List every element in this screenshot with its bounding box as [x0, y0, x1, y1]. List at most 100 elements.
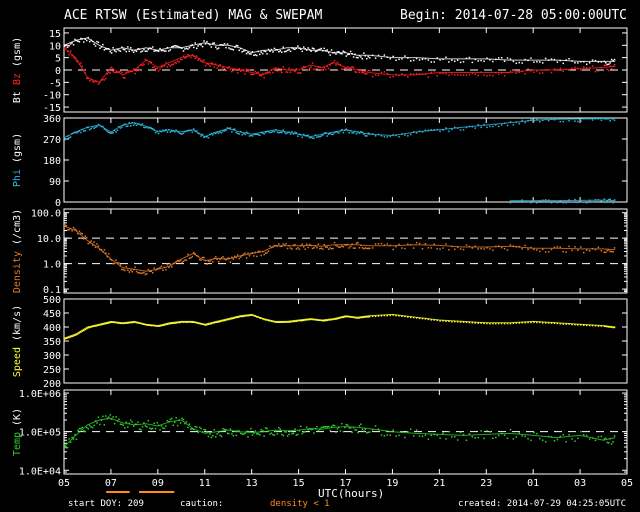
xtick-label: 07: [105, 478, 117, 489]
series-line-bt: [63, 37, 616, 62]
data-point-temp: [209, 433, 211, 435]
data-point-density: [301, 243, 304, 245]
data-point-speed: [588, 324, 591, 327]
data-point-bt: [533, 61, 535, 63]
data-point-temp: [244, 432, 246, 435]
data-point-density: [144, 273, 147, 276]
data-point-speed: [87, 327, 89, 329]
data-point-bt: [77, 40, 79, 43]
data-point-bt: [341, 53, 343, 55]
data-point-bz: [518, 71, 521, 74]
data-point-bt: [226, 43, 229, 45]
data-point-bt: [122, 48, 125, 51]
data-point-density: [477, 248, 479, 250]
data-point-bt: [85, 39, 88, 42]
data-point-speed: [74, 334, 76, 337]
data-point-temp: [220, 435, 223, 438]
data-point-temp: [301, 432, 304, 435]
data-point-speed: [222, 319, 224, 322]
data-point-bz: [257, 71, 260, 74]
data-point-temp: [541, 439, 544, 442]
data-point-speed: [238, 316, 240, 318]
data-point-phi: [500, 124, 503, 126]
data-point-density: [116, 261, 119, 264]
data-point-bz: [536, 70, 538, 72]
ytick-label-speed: 250: [43, 365, 61, 376]
data-point-speed: [245, 314, 248, 317]
data-point-bt: [536, 60, 538, 63]
data-point-density: [407, 243, 409, 246]
data-point-bz: [124, 77, 126, 79]
data-point-phi: [102, 125, 104, 128]
data-point-bz: [339, 63, 342, 66]
data-point-bz: [407, 76, 409, 78]
data-point-speed: [68, 336, 70, 339]
data-point-speed: [105, 322, 107, 325]
data-point-speed: [339, 317, 342, 319]
data-point-bt: [229, 48, 232, 50]
data-point-bz: [206, 62, 208, 65]
data-point-temp: [197, 431, 199, 434]
data-point-temp: [521, 435, 523, 437]
data-point-speed: [345, 315, 347, 318]
data-point-phi: [207, 136, 210, 139]
data-point-density: [313, 247, 315, 249]
data-point-speed: [338, 317, 340, 319]
data-point-speed: [368, 315, 371, 318]
data-point-phi: [107, 131, 110, 134]
data-point-bt: [72, 44, 75, 46]
data-point-bt: [361, 58, 364, 60]
data-point-bz: [231, 70, 233, 73]
data-point-bt: [235, 44, 238, 47]
xtick-label: 05: [58, 478, 70, 489]
data-point-temp: [483, 437, 485, 440]
data-point-bz: [430, 71, 433, 74]
data-point-speed: [121, 322, 123, 325]
data-point-bz: [251, 73, 254, 76]
data-point-phi: [231, 131, 233, 133]
data-point-bz: [503, 74, 506, 77]
ylabel-word: (gsm): [12, 133, 23, 169]
data-point-phi: [407, 135, 409, 137]
data-point-bz: [316, 67, 318, 70]
data-point-speed: [244, 315, 246, 317]
data-point-bt: [99, 47, 101, 50]
data-point-density: [471, 247, 474, 249]
data-point-temp: [436, 434, 438, 437]
data-point-bz: [85, 77, 88, 80]
data-point-bz: [492, 74, 494, 77]
data-point-temp: [351, 431, 353, 434]
data-point-phi: [251, 135, 254, 137]
data-point-density: [85, 237, 88, 239]
data-point-temp: [154, 427, 157, 430]
data-point-phi: [506, 124, 509, 127]
data-point-phi-low-: [509, 202, 512, 204]
data-point-bt: [267, 48, 270, 51]
data-point-temp: [172, 424, 174, 427]
data-point-bt: [541, 62, 544, 64]
data-point-bt: [300, 48, 302, 51]
data-point-bz: [137, 66, 139, 69]
data-point-phi: [297, 135, 299, 137]
data-point-phi: [562, 120, 564, 123]
data-point-bz: [225, 69, 227, 72]
data-point-phi-low-: [565, 202, 567, 204]
data-point-temp: [105, 415, 107, 417]
data-point-bz: [583, 66, 585, 68]
data-point-temp: [204, 429, 207, 431]
data-point-phi: [348, 132, 350, 134]
data-point-temp: [217, 431, 220, 434]
data-point-density: [492, 249, 494, 251]
data-point-speed: [311, 318, 314, 321]
data-point-density: [348, 247, 350, 249]
data-point-phi: [308, 136, 311, 139]
data-point-bt: [451, 59, 453, 61]
data-point-bz: [607, 69, 610, 72]
data-point-temp: [134, 423, 136, 425]
data-point-phi: [144, 126, 147, 129]
data-point-bt: [427, 59, 430, 61]
data-point-bt: [163, 50, 166, 52]
data-point-density: [613, 247, 616, 249]
data-point-bz: [591, 65, 594, 67]
data-point-speed: [173, 322, 176, 324]
